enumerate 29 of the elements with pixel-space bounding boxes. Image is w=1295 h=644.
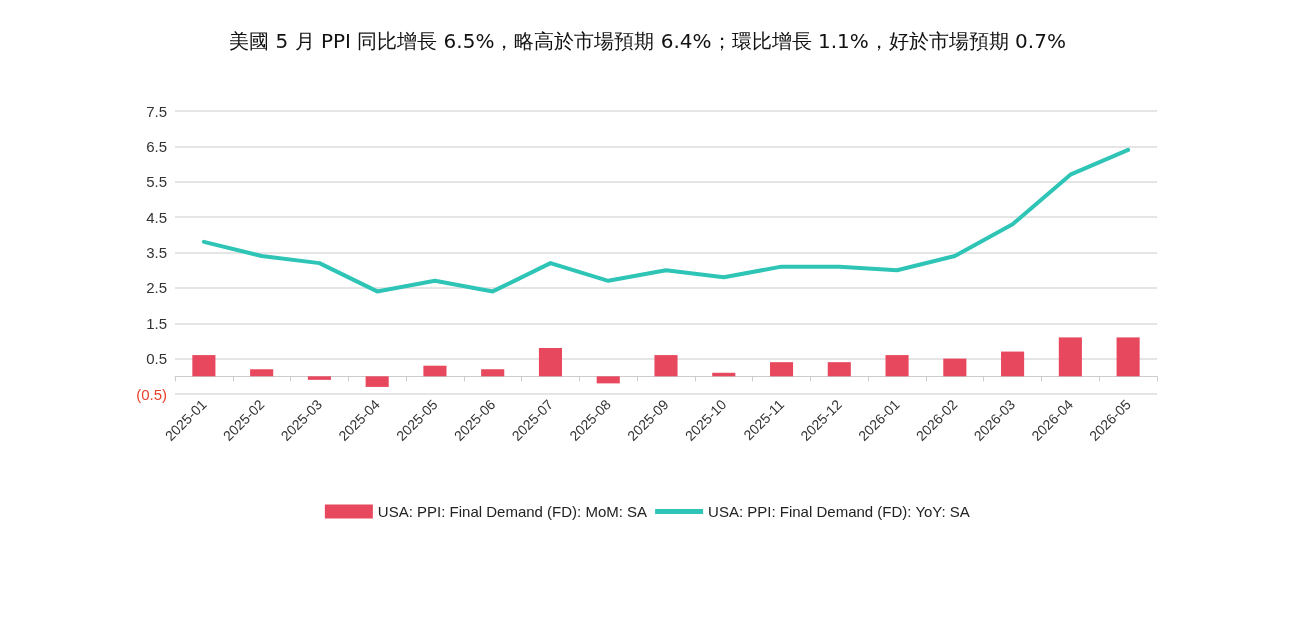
bar (1058, 337, 1082, 377)
bar (769, 362, 794, 377)
chart-title: 美國 5 月 PPI 同比增長 6.5%，略高於市場預期 6.4%；環比增長 1.1%，好於市場預期 0.7% (229, 29, 1066, 53)
bar (1001, 351, 1025, 377)
bar (538, 348, 563, 377)
bar (943, 358, 967, 377)
bar (596, 376, 620, 384)
bar (481, 369, 505, 377)
bar (827, 362, 851, 377)
bar (654, 355, 678, 377)
line-series (201, 147, 1131, 294)
bar (1116, 337, 1140, 377)
y-tick-label: (0.5) (136, 385, 167, 403)
y-tick-label: 2.5 (146, 279, 167, 297)
y-tick-label: 1.5 (146, 314, 167, 332)
y-tick-label: 6.5 (146, 137, 167, 155)
y-tick-label: 5.5 (146, 173, 167, 191)
bar (423, 365, 447, 377)
bar (885, 355, 909, 377)
bar (250, 369, 274, 377)
legend-label: USA: PPI: Final Demand (FD): MoM: SA (377, 503, 648, 520)
bar (365, 376, 389, 387)
bar (192, 355, 216, 377)
bar (307, 376, 331, 380)
y-tick-label: 0.5 (146, 350, 167, 368)
y-tick-label: 3.5 (146, 244, 167, 261)
legend-label: USA: PPI: Final Demand (FD): YoY: SA (708, 503, 970, 520)
y-tick-label: 4.5 (146, 208, 167, 226)
y-tick-label: 7.5 (146, 102, 167, 120)
